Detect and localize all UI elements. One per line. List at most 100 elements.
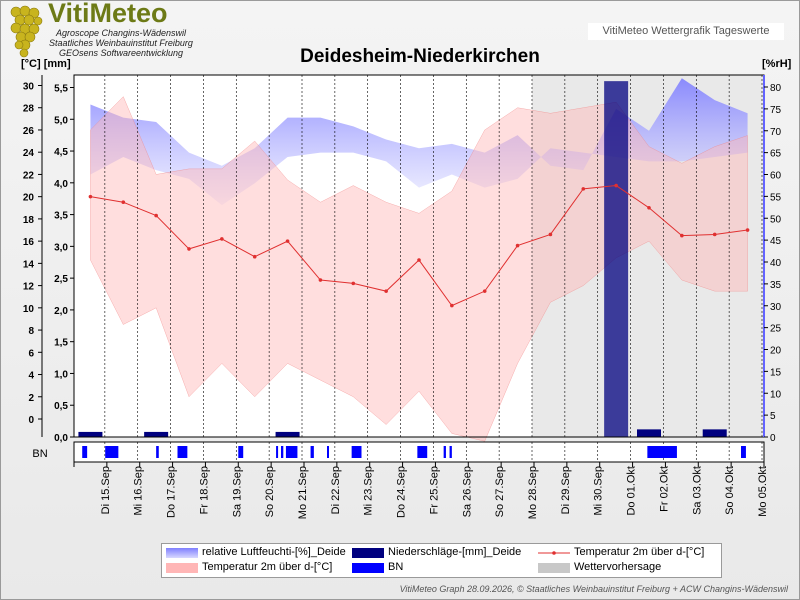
temp-tick-label: 16 xyxy=(23,237,35,248)
bn-segment xyxy=(310,446,314,458)
x-tick-label: Mi 23.Sep xyxy=(363,466,375,516)
temperature-point xyxy=(220,237,224,241)
precip-bar xyxy=(637,429,661,437)
x-tick-label: Di 29.Sep xyxy=(560,466,572,514)
legend-label: Niederschläge-[mm]_Deide xyxy=(388,546,522,558)
humidity-tick-label: 70 xyxy=(770,127,782,138)
precip-bar xyxy=(144,431,169,437)
bn-segment xyxy=(238,446,244,458)
x-tick-label: Sa 19.Sep xyxy=(231,466,243,517)
legend-swatch-humidity xyxy=(166,548,198,558)
x-tick-label: So 04.Okt xyxy=(724,466,736,515)
temp-tick-label: 14 xyxy=(23,259,35,270)
legend-label: Temperatur 2m über d-[°C] xyxy=(574,546,705,558)
temperature-point xyxy=(450,303,454,308)
legend-label: BN xyxy=(388,561,404,573)
temp-tick-label: 0 xyxy=(28,415,34,426)
temperature-point xyxy=(88,194,93,199)
x-tick-label: Di 15.Sep xyxy=(100,466,112,514)
x-tick-label: Do 24.Sep xyxy=(396,466,408,518)
precip-tick-label: 3,0 xyxy=(54,242,68,253)
precip-tick-label: 0,0 xyxy=(54,433,68,444)
logo-line-2: Staatliches Weinbauinstitut Freiburg xyxy=(49,38,193,48)
temp-tick-label: 12 xyxy=(23,282,35,293)
precip-tick-label: 4,5 xyxy=(54,147,68,158)
logo-title: VitiMeteo xyxy=(48,0,168,28)
bn-segment xyxy=(177,446,188,458)
temp-tick-label: 10 xyxy=(23,304,35,315)
legend-swatch-bn xyxy=(352,563,384,573)
humidity-tick-label: 35 xyxy=(770,280,782,291)
temperature-point xyxy=(712,232,717,237)
temperature-point xyxy=(351,281,356,286)
humidity-band xyxy=(90,78,748,206)
legend-label: relative Luftfeuchti-[%]_Deide xyxy=(202,546,346,558)
temperature-point xyxy=(515,243,520,248)
left-axis-units: [°C] [mm] xyxy=(21,58,71,70)
temperature-point xyxy=(647,205,651,210)
humidity-tick-label: 65 xyxy=(770,149,782,160)
x-tick-label: Do 17.Sep xyxy=(166,466,178,518)
logo-line-3: GEOsens Softwareentwicklung xyxy=(58,48,184,58)
temp-tick-label: 4 xyxy=(28,371,34,382)
temp-tick-label: 30 xyxy=(23,82,35,93)
precip-bar xyxy=(604,81,629,438)
humidity-tick-label: 10 xyxy=(770,389,782,400)
right-axis-units: [%rH] xyxy=(762,58,792,70)
bn-segment xyxy=(82,446,88,458)
bn-segment xyxy=(741,446,746,458)
humidity-tick-label: 5 xyxy=(770,411,776,422)
temp-tick-label: 6 xyxy=(28,348,34,359)
legend-label: Temperatur 2m über d-[°C] xyxy=(202,561,333,573)
temperature-band xyxy=(90,96,748,442)
precip-tick-label: 1,5 xyxy=(54,338,68,349)
temperature-point xyxy=(285,239,290,243)
humidity-tick-label: 0 xyxy=(770,433,776,444)
x-tick-label: Fr 18.Sep xyxy=(198,466,210,514)
precip-tick-label: 4,0 xyxy=(54,179,68,190)
humidity-tick-label: 60 xyxy=(770,171,782,182)
temp-tick-label: 18 xyxy=(23,215,35,226)
x-tick-label: So 20.Sep xyxy=(264,466,276,517)
temperature-point xyxy=(581,187,586,191)
logo-line-1: Agroscope Changins-Wädenswil xyxy=(55,28,187,38)
bn-segment xyxy=(105,446,119,458)
precip-tick-label: 1,0 xyxy=(54,369,68,380)
x-tick-label: Mo 21.Sep xyxy=(297,466,309,519)
temperature-point xyxy=(482,289,487,293)
humidity-tick-label: 50 xyxy=(770,214,782,225)
footer-credit: VitiMeteo Graph 28.09.2026, © Staatliche… xyxy=(399,584,788,594)
temperature-point xyxy=(614,183,618,188)
x-tick-label: Mi 16.Sep xyxy=(133,466,145,516)
temperature-point xyxy=(417,258,421,262)
temperature-point xyxy=(680,233,684,238)
x-tick-label: Mo 28.Sep xyxy=(527,466,539,519)
precip-tick-label: 5,5 xyxy=(54,84,68,95)
bn-segment xyxy=(327,446,329,458)
humidity-tick-label: 75 xyxy=(770,105,782,116)
bn-segment xyxy=(276,446,279,458)
temp-tick-label: 22 xyxy=(23,170,35,181)
temp-tick-label: 26 xyxy=(23,126,35,137)
x-tick-label: Sa 26.Sep xyxy=(461,466,473,517)
x-tick-label: So 27.Sep xyxy=(494,466,506,517)
x-tick-label: Sa 03.Okt xyxy=(691,466,703,515)
temperature-point xyxy=(745,228,750,232)
temp-tick-label: 28 xyxy=(23,104,35,115)
humidity-tick-label: 45 xyxy=(770,236,782,247)
bn-segment xyxy=(351,446,362,458)
humidity-tick-label: 30 xyxy=(770,302,782,313)
humidity-tick-label: 20 xyxy=(770,346,782,357)
bn-segment xyxy=(281,446,284,458)
humidity-tick-label: 40 xyxy=(770,258,782,269)
temp-tick-label: 8 xyxy=(28,326,34,337)
legend-label: Wettervorhersage xyxy=(574,561,662,573)
humidity-tick-label: 25 xyxy=(770,324,782,335)
x-tick-label: Mi 30.Sep xyxy=(593,466,605,516)
temperature-point xyxy=(548,232,553,237)
temperature-point xyxy=(252,254,257,259)
legend: relative Luftfeuchti-[%]_Deide Niedersch… xyxy=(161,543,722,578)
temperature-point xyxy=(154,213,158,218)
grape-logo-icon xyxy=(10,5,43,58)
